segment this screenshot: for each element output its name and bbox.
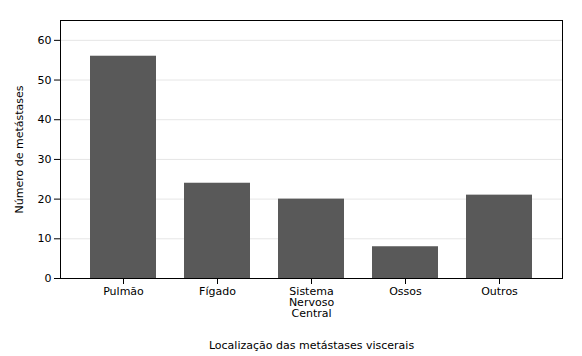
svg-text:Pulmão: Pulmão (103, 285, 144, 298)
svg-text:SistemaNervosoCentral: SistemaNervosoCentral (289, 285, 334, 320)
svg-text:20: 20 (38, 193, 52, 206)
svg-text:30: 30 (38, 153, 52, 166)
svg-text:50: 50 (38, 74, 52, 87)
svg-text:0: 0 (45, 272, 52, 285)
svg-text:Localização das metástases vis: Localização das metástases viscerais (209, 339, 415, 352)
svg-text:Ossos: Ossos (389, 285, 422, 298)
svg-text:10: 10 (38, 232, 52, 245)
svg-text:Outros: Outros (481, 285, 518, 298)
svg-text:Número de metástases: Número de metástases (13, 85, 26, 213)
svg-text:Fígado: Fígado (199, 285, 236, 298)
svg-text:60: 60 (38, 34, 52, 47)
svg-text:40: 40 (38, 113, 52, 126)
